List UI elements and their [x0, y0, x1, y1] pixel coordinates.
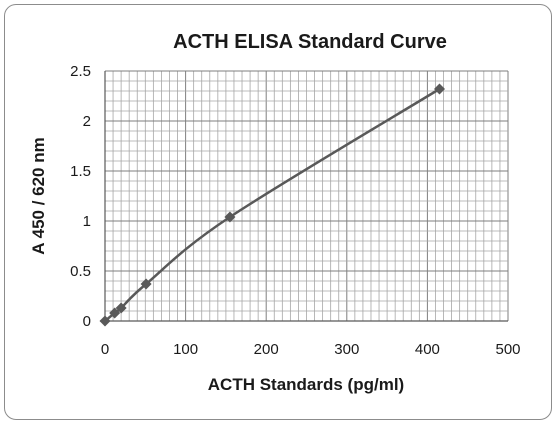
x-tick-label: 500 — [495, 341, 520, 358]
series-line — [104, 87, 441, 322]
y-tick-label: 0.5 — [70, 263, 91, 280]
x-tick-label: 300 — [334, 341, 359, 358]
data-point-marker — [109, 307, 121, 319]
series — [99, 83, 445, 327]
x-tick-label: 400 — [415, 341, 440, 358]
chart-frame — [4, 4, 552, 420]
data-point-marker — [99, 315, 111, 327]
x-tick-label: 100 — [173, 341, 198, 358]
y-tick-label: 1.5 — [70, 163, 91, 180]
y-axis-title: A 450 / 620 nm — [29, 137, 48, 255]
x-tick-labels: 0 100 200 300 400 500 — [101, 341, 521, 358]
chart-title: ACTH ELISA Standard Curve — [173, 31, 447, 53]
y-tick-label: 0 — [83, 313, 91, 330]
x-tick-label: 0 — [101, 341, 109, 358]
y-tick-labels: 0 0.5 1 1.5 2 2.5 — [70, 63, 91, 330]
gridlines — [104, 70, 509, 322]
x-axis-title: ACTH Standards (pg/ml) — [208, 375, 404, 394]
data-point-marker — [433, 83, 445, 95]
data-point-marker — [140, 278, 152, 290]
data-point-marker — [115, 302, 127, 314]
y-tick-label: 2.5 — [70, 63, 91, 80]
y-tick-label: 2 — [83, 113, 91, 130]
x-tick-label: 200 — [254, 341, 279, 358]
y-tick-label: 1 — [83, 213, 91, 230]
axes — [100, 71, 508, 326]
data-point-marker — [224, 211, 236, 223]
